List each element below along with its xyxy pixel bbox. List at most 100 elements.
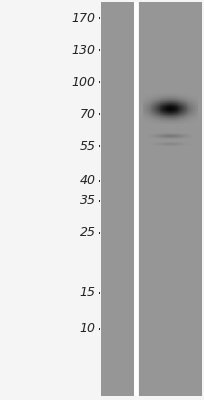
Bar — [151, 99, 152, 100]
Bar — [182, 142, 183, 143]
Bar — [188, 115, 190, 116]
Bar — [156, 118, 157, 119]
Bar — [159, 98, 160, 99]
Bar — [151, 97, 152, 98]
Bar — [191, 105, 192, 106]
Bar — [147, 94, 148, 95]
Bar — [188, 109, 190, 110]
Bar — [177, 143, 178, 144]
Bar — [148, 109, 149, 110]
Bar — [146, 99, 147, 100]
Bar — [151, 115, 153, 116]
Bar — [150, 141, 151, 142]
Bar — [160, 135, 161, 136]
Bar — [180, 105, 181, 106]
Bar — [154, 102, 155, 103]
Bar — [190, 105, 191, 106]
Bar — [157, 99, 158, 100]
Bar — [188, 121, 190, 122]
Bar — [183, 134, 185, 135]
Bar — [151, 96, 152, 97]
Bar — [191, 137, 193, 138]
Bar — [167, 120, 168, 121]
Bar — [175, 119, 176, 120]
Bar — [189, 123, 190, 124]
Bar — [187, 110, 188, 111]
Bar — [144, 139, 146, 140]
Bar — [170, 95, 171, 96]
Bar — [151, 95, 153, 96]
Bar — [176, 122, 177, 123]
Bar — [146, 101, 147, 102]
Bar — [149, 102, 150, 103]
Bar — [172, 112, 173, 113]
Bar — [151, 105, 152, 106]
Bar — [151, 108, 153, 109]
Bar — [154, 103, 155, 104]
Bar — [154, 103, 155, 104]
Bar — [169, 123, 170, 124]
Bar — [185, 114, 186, 115]
Bar — [159, 122, 160, 123]
Bar — [188, 97, 190, 98]
Bar — [144, 105, 145, 106]
Bar — [149, 96, 150, 97]
Bar — [168, 121, 169, 122]
Bar — [152, 135, 154, 136]
Bar — [160, 106, 162, 107]
Bar — [187, 135, 189, 136]
Bar — [188, 98, 190, 99]
Bar — [160, 112, 161, 113]
Bar — [185, 101, 186, 102]
Bar — [174, 112, 175, 113]
Bar — [160, 119, 161, 120]
Bar — [161, 116, 162, 117]
Bar — [164, 98, 165, 99]
Bar — [195, 94, 196, 95]
Bar — [187, 131, 189, 132]
Bar — [180, 98, 181, 99]
Bar — [166, 96, 167, 97]
Bar — [185, 132, 186, 133]
Bar — [146, 99, 147, 100]
Bar — [161, 100, 162, 101]
Bar — [146, 100, 147, 101]
Bar — [170, 138, 172, 139]
Bar — [183, 137, 185, 138]
Bar — [161, 112, 162, 113]
Bar — [195, 104, 196, 105]
Bar — [170, 106, 171, 107]
Bar — [188, 145, 190, 146]
Bar — [178, 121, 180, 122]
Bar — [196, 103, 197, 104]
Bar — [196, 121, 197, 122]
Bar — [172, 145, 173, 146]
Bar — [159, 116, 160, 117]
Bar — [192, 114, 193, 115]
Bar — [187, 145, 189, 146]
Bar — [187, 99, 188, 100]
Bar — [160, 108, 161, 109]
Bar — [184, 95, 185, 96]
Bar — [170, 119, 171, 120]
Bar — [163, 138, 164, 139]
Bar — [179, 99, 181, 100]
Bar — [159, 135, 160, 136]
Bar — [177, 95, 178, 96]
Bar — [169, 93, 170, 94]
Bar — [159, 97, 160, 98]
Bar — [194, 123, 195, 124]
Bar — [166, 98, 167, 99]
Bar — [196, 113, 197, 114]
Bar — [160, 99, 161, 100]
Bar — [151, 113, 153, 114]
Bar — [155, 97, 156, 98]
Bar — [180, 113, 181, 114]
Bar — [144, 116, 145, 117]
Bar — [150, 115, 151, 116]
Bar — [188, 99, 190, 100]
Bar — [183, 116, 184, 117]
Bar — [176, 135, 177, 136]
Bar — [170, 115, 171, 116]
Bar — [186, 118, 187, 119]
